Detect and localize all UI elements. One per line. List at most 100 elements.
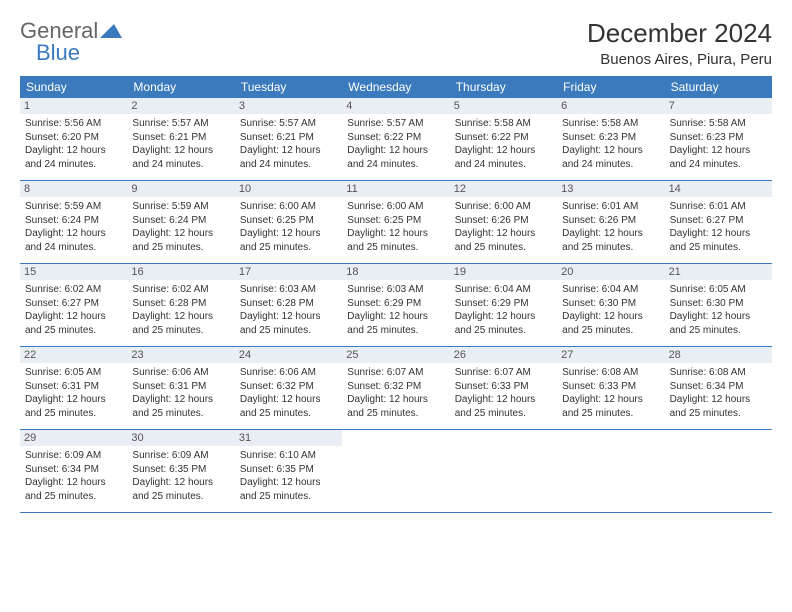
daylight-line: Daylight: 12 hours and 25 minutes. <box>670 227 767 254</box>
calendar: SundayMondayTuesdayWednesdayThursdayFrid… <box>20 76 772 513</box>
sunset-line: Sunset: 6:28 PM <box>132 297 229 311</box>
sunrise-line: Sunrise: 6:04 AM <box>562 283 659 297</box>
weekday-header: Saturday <box>665 76 772 98</box>
sunset-line: Sunset: 6:33 PM <box>562 380 659 394</box>
sunset-line: Sunset: 6:33 PM <box>455 380 552 394</box>
weekday-header-row: SundayMondayTuesdayWednesdayThursdayFrid… <box>20 76 772 98</box>
sunset-line: Sunset: 6:28 PM <box>240 297 337 311</box>
location: Buenos Aires, Piura, Peru <box>587 51 772 68</box>
day-number: 5 <box>450 98 557 114</box>
daylight-line: Daylight: 12 hours and 24 minutes. <box>240 144 337 171</box>
day-cell <box>450 430 557 512</box>
daylight-line: Daylight: 12 hours and 25 minutes. <box>132 310 229 337</box>
week-row: 15Sunrise: 6:02 AMSunset: 6:27 PMDayligh… <box>20 264 772 347</box>
daylight-line: Daylight: 12 hours and 25 minutes. <box>240 227 337 254</box>
day-cell: 21Sunrise: 6:05 AMSunset: 6:30 PMDayligh… <box>665 264 772 346</box>
sunrise-line: Sunrise: 6:07 AM <box>455 366 552 380</box>
sunrise-line: Sunrise: 6:03 AM <box>347 283 444 297</box>
sunrise-line: Sunrise: 6:06 AM <box>132 366 229 380</box>
daylight-line: Daylight: 12 hours and 25 minutes. <box>347 227 444 254</box>
daylight-line: Daylight: 12 hours and 25 minutes. <box>455 393 552 420</box>
sunrise-line: Sunrise: 5:59 AM <box>132 200 229 214</box>
daylight-line: Daylight: 12 hours and 24 minutes. <box>455 144 552 171</box>
day-number: 12 <box>450 181 557 197</box>
sunrise-line: Sunrise: 6:02 AM <box>132 283 229 297</box>
daylight-line: Daylight: 12 hours and 25 minutes. <box>25 476 122 503</box>
day-cell: 1Sunrise: 5:56 AMSunset: 6:20 PMDaylight… <box>20 98 127 180</box>
day-number: 9 <box>127 181 234 197</box>
day-number: 8 <box>20 181 127 197</box>
week-row: 22Sunrise: 6:05 AMSunset: 6:31 PMDayligh… <box>20 347 772 430</box>
sunset-line: Sunset: 6:29 PM <box>455 297 552 311</box>
sunset-line: Sunset: 6:31 PM <box>25 380 122 394</box>
week-row: 29Sunrise: 6:09 AMSunset: 6:34 PMDayligh… <box>20 430 772 513</box>
day-number: 1 <box>20 98 127 114</box>
day-cell: 4Sunrise: 5:57 AMSunset: 6:22 PMDaylight… <box>342 98 449 180</box>
sunrise-line: Sunrise: 6:03 AM <box>240 283 337 297</box>
sunset-line: Sunset: 6:22 PM <box>347 131 444 145</box>
sunset-line: Sunset: 6:20 PM <box>25 131 122 145</box>
weekday-header: Friday <box>557 76 664 98</box>
sunset-line: Sunset: 6:31 PM <box>132 380 229 394</box>
sunset-line: Sunset: 6:21 PM <box>240 131 337 145</box>
daylight-line: Daylight: 12 hours and 25 minutes. <box>132 227 229 254</box>
sunset-line: Sunset: 6:30 PM <box>562 297 659 311</box>
day-number: 13 <box>557 181 664 197</box>
sunrise-line: Sunrise: 5:58 AM <box>670 117 767 131</box>
logo-triangle-icon <box>100 18 122 44</box>
sunset-line: Sunset: 6:30 PM <box>670 297 767 311</box>
day-cell: 27 Sunrise: 6:08 AMSunset: 6:33 PMDayligh… <box>557 347 664 429</box>
day-cell: 30Sunrise: 6:09 AMSunset: 6:35 PMDayligh… <box>127 430 234 512</box>
daylight-line: Daylight: 12 hours and 25 minutes. <box>347 393 444 420</box>
day-cell: 13Sunrise: 6:01 AMSunset: 6:26 PMDayligh… <box>557 181 664 263</box>
daylight-line: Daylight: 12 hours and 24 minutes. <box>132 144 229 171</box>
daylight-line: Daylight: 12 hours and 25 minutes. <box>25 310 122 337</box>
sunrise-line: Sunrise: 6:00 AM <box>455 200 552 214</box>
day-number: 6 <box>557 98 664 114</box>
day-number: 3 <box>235 98 342 114</box>
day-cell: 16Sunrise: 6:02 AMSunset: 6:28 PMDayligh… <box>127 264 234 346</box>
logo-text-right: Blue <box>36 40 80 66</box>
sunrise-line: Sunrise: 6:01 AM <box>670 200 767 214</box>
sunrise-line: Sunrise: 5:57 AM <box>347 117 444 131</box>
daylight-line: Daylight: 12 hours and 25 minutes. <box>455 310 552 337</box>
weekday-header: Thursday <box>450 76 557 98</box>
day-cell <box>665 430 772 512</box>
day-cell: 15Sunrise: 6:02 AMSunset: 6:27 PMDayligh… <box>20 264 127 346</box>
day-cell: 22Sunrise: 6:05 AMSunset: 6:31 PMDayligh… <box>20 347 127 429</box>
day-number: 11 <box>342 181 449 197</box>
day-number: 22 <box>20 347 127 363</box>
day-cell: 5 Sunrise: 5:58 AMSunset: 6:22 PMDaylight… <box>450 98 557 180</box>
daylight-line: Daylight: 12 hours and 25 minutes. <box>240 393 337 420</box>
day-number: 26 <box>450 347 557 363</box>
sunrise-line: Sunrise: 6:02 AM <box>25 283 122 297</box>
sunset-line: Sunset: 6:26 PM <box>562 214 659 228</box>
header: General December 2024 Buenos Aires, Piur… <box>20 18 772 68</box>
day-number: 27 <box>557 347 664 363</box>
day-cell: 28Sunrise: 6:08 AMSunset: 6:34 PMDayligh… <box>665 347 772 429</box>
day-cell: 3 Sunrise: 5:57 AMSunset: 6:21 PMDaylight… <box>235 98 342 180</box>
sunrise-line: Sunrise: 5:59 AM <box>25 200 122 214</box>
daylight-line: Daylight: 12 hours and 25 minutes. <box>562 393 659 420</box>
sunrise-line: Sunrise: 6:08 AM <box>562 366 659 380</box>
sunset-line: Sunset: 6:32 PM <box>347 380 444 394</box>
daylight-line: Daylight: 12 hours and 24 minutes. <box>670 144 767 171</box>
sunrise-line: Sunrise: 6:00 AM <box>240 200 337 214</box>
sunset-line: Sunset: 6:22 PM <box>455 131 552 145</box>
day-number: 25 <box>342 347 449 363</box>
day-number: 17 <box>235 264 342 280</box>
sunrise-line: Sunrise: 5:57 AM <box>240 117 337 131</box>
sunrise-line: Sunrise: 5:58 AM <box>455 117 552 131</box>
day-cell: 19Sunrise: 6:04 AMSunset: 6:29 PMDayligh… <box>450 264 557 346</box>
sunrise-line: Sunrise: 6:01 AM <box>562 200 659 214</box>
day-number: 18 <box>342 264 449 280</box>
daylight-line: Daylight: 12 hours and 24 minutes. <box>562 144 659 171</box>
sunrise-line: Sunrise: 6:00 AM <box>347 200 444 214</box>
sunrise-line: Sunrise: 6:05 AM <box>25 366 122 380</box>
sunset-line: Sunset: 6:25 PM <box>240 214 337 228</box>
day-number: 20 <box>557 264 664 280</box>
day-number: 29 <box>20 430 127 446</box>
day-number: 4 <box>342 98 449 114</box>
day-cell: 11Sunrise: 6:00 AMSunset: 6:25 PMDayligh… <box>342 181 449 263</box>
sunset-line: Sunset: 6:34 PM <box>25 463 122 477</box>
